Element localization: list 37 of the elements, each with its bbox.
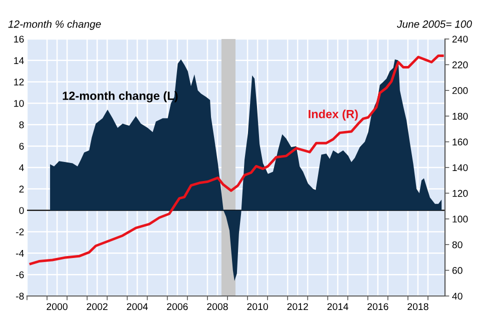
y-axis-title: 12-month % change bbox=[8, 20, 101, 30]
y-tick-label: -6 bbox=[16, 271, 24, 278]
x-tick-label: 2014 bbox=[327, 303, 348, 310]
x-tick-label: 2016 bbox=[368, 303, 388, 310]
y2-tick-label: 120 bbox=[452, 190, 468, 197]
x-tick-label: 2000 bbox=[46, 303, 68, 310]
y-tick-label: -2 bbox=[16, 228, 24, 236]
y-tick-label: 2 bbox=[19, 186, 24, 192]
y2-tick-label: 40 bbox=[452, 292, 462, 300]
y2-tick-label: 160 bbox=[452, 138, 468, 146]
y2-axis-title: June 2005= 100 bbox=[396, 20, 472, 28]
y-tick-label: 12 bbox=[14, 78, 24, 86]
x-tick-label: 2010 bbox=[247, 303, 268, 310]
y2-tick-label: 180 bbox=[452, 112, 468, 120]
y2-tick-label: 140 bbox=[452, 164, 468, 172]
y-tick-label: 0 bbox=[19, 207, 24, 214]
y2-tick-label: 80 bbox=[452, 241, 462, 248]
y-tick-label: 10 bbox=[14, 100, 24, 107]
y-tick-label: -4 bbox=[16, 250, 24, 257]
y-tick-label: -8 bbox=[16, 292, 24, 300]
x-tick-label: 2012 bbox=[287, 303, 308, 310]
x-tick-label: 2002 bbox=[86, 303, 108, 310]
y-tick-label: 8 bbox=[19, 121, 24, 128]
y2-tick-label: 60 bbox=[452, 267, 462, 274]
y-tick-label: 14 bbox=[14, 57, 24, 64]
x-tick-label: 2006 bbox=[167, 303, 188, 310]
y2-tick-label: 240 bbox=[452, 36, 468, 43]
x-tick-label: 2004 bbox=[126, 303, 148, 310]
y-tick-label: 6 bbox=[19, 142, 24, 150]
x-tick-label: 2008 bbox=[207, 303, 228, 310]
y2-tick-label: 100 bbox=[452, 216, 468, 223]
x-tick-label: 2018 bbox=[408, 303, 428, 310]
y-tick-label: 4 bbox=[19, 164, 24, 172]
series-label: Index (R) bbox=[308, 110, 358, 121]
y-tick-label: 16 bbox=[14, 36, 24, 43]
y2-tick-label: 200 bbox=[452, 87, 468, 94]
y2-tick-label: 220 bbox=[452, 61, 468, 68]
